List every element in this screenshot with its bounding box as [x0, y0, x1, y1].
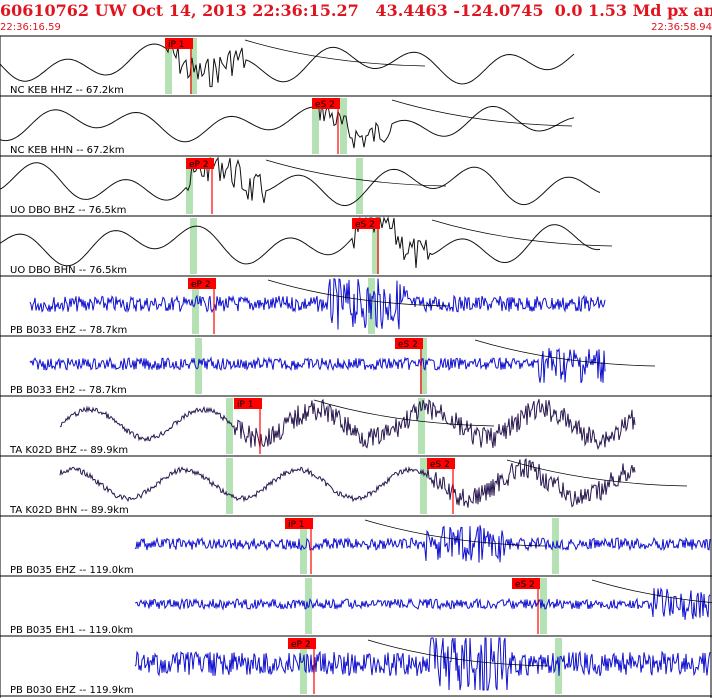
channel-row[interactable]: iP 1 PB B035 EHZ -- 119.0km [10, 518, 711, 576]
pick-marker[interactable] [165, 38, 193, 49]
channel-row[interactable]: eP 2 UO DBO BHZ -- 76.5km [0, 156, 601, 216]
waveform-trace [59, 398, 636, 451]
pick-label: eP 2 [189, 160, 209, 170]
pick-label: eS 2 [355, 220, 375, 230]
moveout-curve [431, 219, 613, 247]
moveout-curve [265, 159, 447, 187]
station-label: TA K02D BHZ -- 89.9km [9, 445, 128, 456]
station-label: PB B033 EH2 -- 78.7km [10, 385, 127, 396]
pick-window [165, 38, 172, 94]
pick-marker[interactable] [234, 398, 262, 409]
pick-marker[interactable] [395, 338, 423, 349]
moveout-curve [506, 459, 688, 487]
pick-marker[interactable] [285, 518, 313, 529]
pick-window [226, 458, 233, 514]
pick-window [300, 518, 307, 574]
end-time: 22:36:58.94 [651, 22, 712, 33]
station-label: PB B035 EHZ -- 119.0km [10, 565, 134, 576]
channel-row[interactable]: iP 1 TA K02D BHZ -- 89.9km [9, 398, 636, 456]
channel-row[interactable]: eS 2 NC KEB HHN -- 67.2km [0, 97, 575, 156]
waveform-trace [0, 216, 601, 269]
station-label: PB B035 EH1 -- 119.0km [10, 625, 133, 636]
event-title: 60610762 UW Oct 14, 2013 22:36:15.27 43.… [0, 1, 712, 20]
pick-label: iP 1 [288, 520, 305, 530]
pick-label: eS 2 [315, 100, 335, 110]
station-label: NC KEB HHZ -- 67.2km [10, 85, 124, 96]
pick-window [190, 218, 197, 274]
moveout-curve [391, 99, 573, 127]
pick-window [552, 518, 559, 574]
pick-marker[interactable] [188, 278, 216, 289]
pick-marker[interactable] [312, 98, 340, 109]
pick-window [372, 218, 379, 274]
waveform-trace [29, 347, 606, 384]
pick-marker[interactable] [427, 458, 455, 469]
channel-row[interactable]: eS 2 PB B033 EH2 -- 78.7km [10, 338, 656, 396]
channel-row[interactable]: eS 2 TA K02D BHN -- 89.9km [9, 457, 688, 516]
station-label: UO DBO BHZ -- 76.5km [10, 205, 126, 216]
waveform-trace [134, 586, 711, 620]
moveout-curve [267, 279, 449, 307]
moveout-curve [313, 399, 495, 427]
waveform-trace [0, 97, 575, 149]
waveform-trace [134, 525, 711, 563]
pick-label: eP 2 [291, 640, 311, 650]
waveform-trace [0, 39, 575, 88]
pick-window [418, 398, 425, 454]
pick-window [300, 638, 307, 694]
pick-window [420, 458, 427, 514]
station-label: PB B033 EHZ -- 78.7km [10, 325, 127, 336]
channel-row[interactable]: eS 2 UO DBO BHN -- 76.5km [0, 216, 613, 276]
moveout-curve [244, 39, 426, 67]
pick-marker[interactable] [352, 218, 380, 229]
channel-row[interactable]: eP 2 PB B030 EHZ -- 119.9km [10, 637, 711, 696]
moveout-curve [367, 639, 549, 667]
waveform-trace [134, 637, 711, 691]
station-label: TA K02D BHN -- 89.9km [9, 505, 129, 516]
waveform-trace [0, 156, 601, 206]
station-label: UO DBO BHN -- 76.5km [10, 265, 127, 276]
pick-marker[interactable] [186, 158, 214, 169]
channel-row[interactable]: eP 2 PB B033 EHZ -- 78.7km [10, 278, 606, 336]
pick-window [312, 98, 319, 154]
moveout-curve [591, 579, 712, 603]
pick-window [340, 98, 347, 154]
pick-label: eS 2 [398, 340, 418, 350]
pick-marker[interactable] [512, 578, 540, 589]
pick-window [226, 398, 233, 454]
pick-window [192, 278, 199, 334]
moveout-curve [474, 339, 656, 367]
waveform-trace [29, 278, 606, 330]
pick-marker[interactable] [288, 638, 316, 649]
channel-row[interactable]: iP 1 NC KEB HHZ -- 67.2km [0, 38, 575, 96]
pick-window [305, 578, 312, 634]
pick-label: eS 2 [430, 460, 450, 470]
pick-label: eS 2 [515, 580, 535, 590]
station-label: PB B030 EHZ -- 119.9km [10, 685, 134, 696]
channel-row[interactable]: eS 2 PB B035 EH1 -- 119.0km [10, 578, 712, 636]
station-label: NC KEB HHN -- 67.2km [10, 145, 124, 156]
pick-label: iP 1 [237, 400, 254, 410]
pick-label: eP 2 [191, 280, 211, 290]
moveout-curve [364, 519, 546, 547]
start-time: 22:36:16.59 [0, 22, 61, 33]
pick-window [356, 158, 363, 214]
pick-label: iP 1 [168, 40, 185, 50]
waveform-trace [59, 457, 636, 508]
